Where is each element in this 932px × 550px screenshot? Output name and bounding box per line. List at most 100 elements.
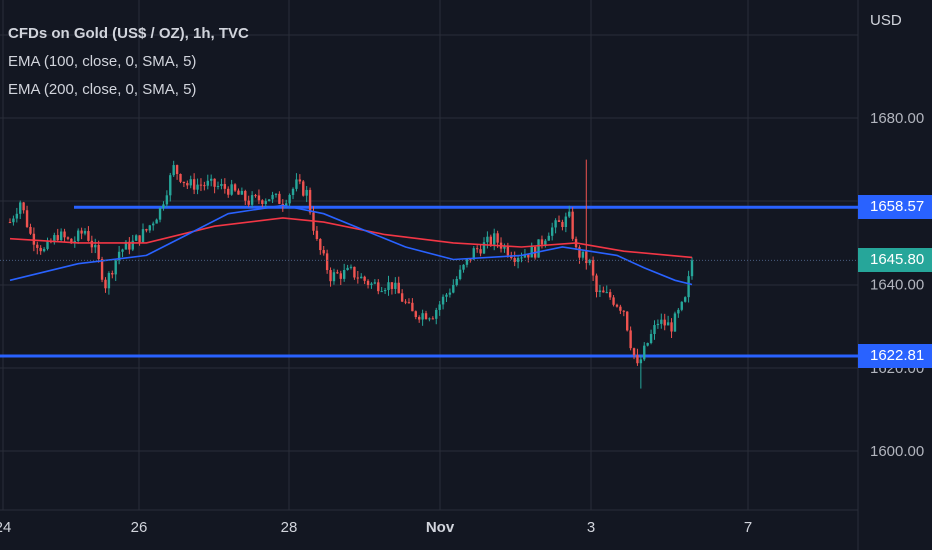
candle-body xyxy=(649,334,653,344)
candle-body xyxy=(233,184,237,191)
candle-body xyxy=(646,343,649,346)
candle-body xyxy=(452,285,455,293)
candle-body xyxy=(622,310,625,312)
candle-body xyxy=(608,292,612,298)
candle-body xyxy=(152,223,155,226)
candle-body xyxy=(561,221,564,227)
current-price-tag: 1645.80 xyxy=(858,248,932,273)
candle-body xyxy=(629,330,632,349)
ema-100-legend[interactable]: EMA (100, close, 0, SMA, 5) xyxy=(8,53,197,70)
candle-body xyxy=(138,235,141,243)
candle-body xyxy=(489,236,493,245)
candle-body xyxy=(479,249,482,254)
candle-body xyxy=(550,227,554,236)
candle-body xyxy=(332,272,336,282)
candle-body xyxy=(342,270,346,279)
time-tick-label: 7 xyxy=(744,519,752,536)
candle-body xyxy=(353,266,356,278)
candle-body xyxy=(445,294,448,297)
candle-body xyxy=(165,195,169,205)
candle-body xyxy=(387,282,390,290)
price-tick-label: 1600.00 xyxy=(870,443,924,460)
candle-body xyxy=(240,190,244,195)
candle-body xyxy=(254,195,257,197)
candle-body xyxy=(407,302,411,304)
candle-body xyxy=(578,247,581,258)
candle-body xyxy=(216,185,220,187)
candle-body xyxy=(571,211,574,239)
horizontal-levels[interactable] xyxy=(0,205,858,358)
candle-body xyxy=(274,193,278,195)
candle-body xyxy=(595,275,598,293)
candle-body xyxy=(516,258,520,262)
candle-body xyxy=(90,240,94,248)
candle-body xyxy=(308,189,312,213)
candle-body xyxy=(441,296,445,305)
candle-body xyxy=(482,242,486,254)
candle-body xyxy=(414,311,417,318)
time-tick-label: Nov xyxy=(426,519,455,536)
candle-body xyxy=(656,323,660,326)
candle-body xyxy=(496,233,499,243)
candle-body xyxy=(366,280,370,285)
time-tick-label: 3 xyxy=(587,519,595,536)
candle-body xyxy=(77,230,80,241)
candle-body xyxy=(104,279,107,289)
candle-body xyxy=(42,248,46,252)
candle-body xyxy=(585,251,588,264)
candle-body xyxy=(383,289,387,292)
candle-body xyxy=(15,213,19,219)
candle-body xyxy=(680,301,683,310)
candle-body xyxy=(530,246,533,258)
candle-body xyxy=(213,178,216,187)
candle-body xyxy=(117,251,121,261)
candle-body xyxy=(506,245,510,256)
candle-body xyxy=(683,297,687,302)
candle-body xyxy=(612,297,615,305)
candle-body xyxy=(397,282,400,294)
candle-body xyxy=(325,253,329,271)
candle-body xyxy=(581,251,585,258)
candle-body xyxy=(278,193,281,204)
symbol-title[interactable]: CFDs on Gold (US$ / OZ), 1h, TVC xyxy=(8,25,249,42)
currency-label[interactable]: USD xyxy=(870,12,902,29)
candle-body xyxy=(465,258,469,265)
candle-body xyxy=(97,244,100,260)
candle-body xyxy=(598,290,602,293)
candle-body xyxy=(329,270,332,282)
candle-body xyxy=(158,207,162,220)
candle-body xyxy=(155,219,158,224)
candle-body xyxy=(261,200,264,205)
candle-body xyxy=(114,260,117,275)
candle-body xyxy=(131,240,134,250)
candle-body xyxy=(458,269,462,279)
time-axis[interactable]: 24 26 28 Nov 3 7 xyxy=(0,519,752,536)
candle-body xyxy=(107,273,111,289)
ema-100-line xyxy=(9,204,693,286)
candle-body xyxy=(227,188,230,195)
candle-body xyxy=(404,301,407,303)
candle-body xyxy=(424,313,428,320)
candle-body xyxy=(94,244,97,248)
candle-body xyxy=(418,317,421,320)
candle-body xyxy=(380,291,383,293)
candle-body xyxy=(588,260,591,264)
candle-body xyxy=(643,345,646,360)
candle-body xyxy=(22,202,25,211)
candle-body xyxy=(244,190,247,201)
candle-body xyxy=(148,225,152,231)
candle-body xyxy=(83,231,87,234)
candle-body xyxy=(46,240,49,249)
candle-body xyxy=(203,185,206,187)
candle-body xyxy=(336,272,339,274)
candle-body xyxy=(666,322,670,326)
candle-body xyxy=(370,283,373,285)
ema-200-legend[interactable]: EMA (200, close, 0, SMA, 5) xyxy=(8,81,197,98)
candle-body xyxy=(639,359,643,364)
candle-body xyxy=(462,264,465,270)
candle-body xyxy=(291,188,295,195)
candle-body xyxy=(87,231,90,241)
candle-body xyxy=(32,233,36,245)
